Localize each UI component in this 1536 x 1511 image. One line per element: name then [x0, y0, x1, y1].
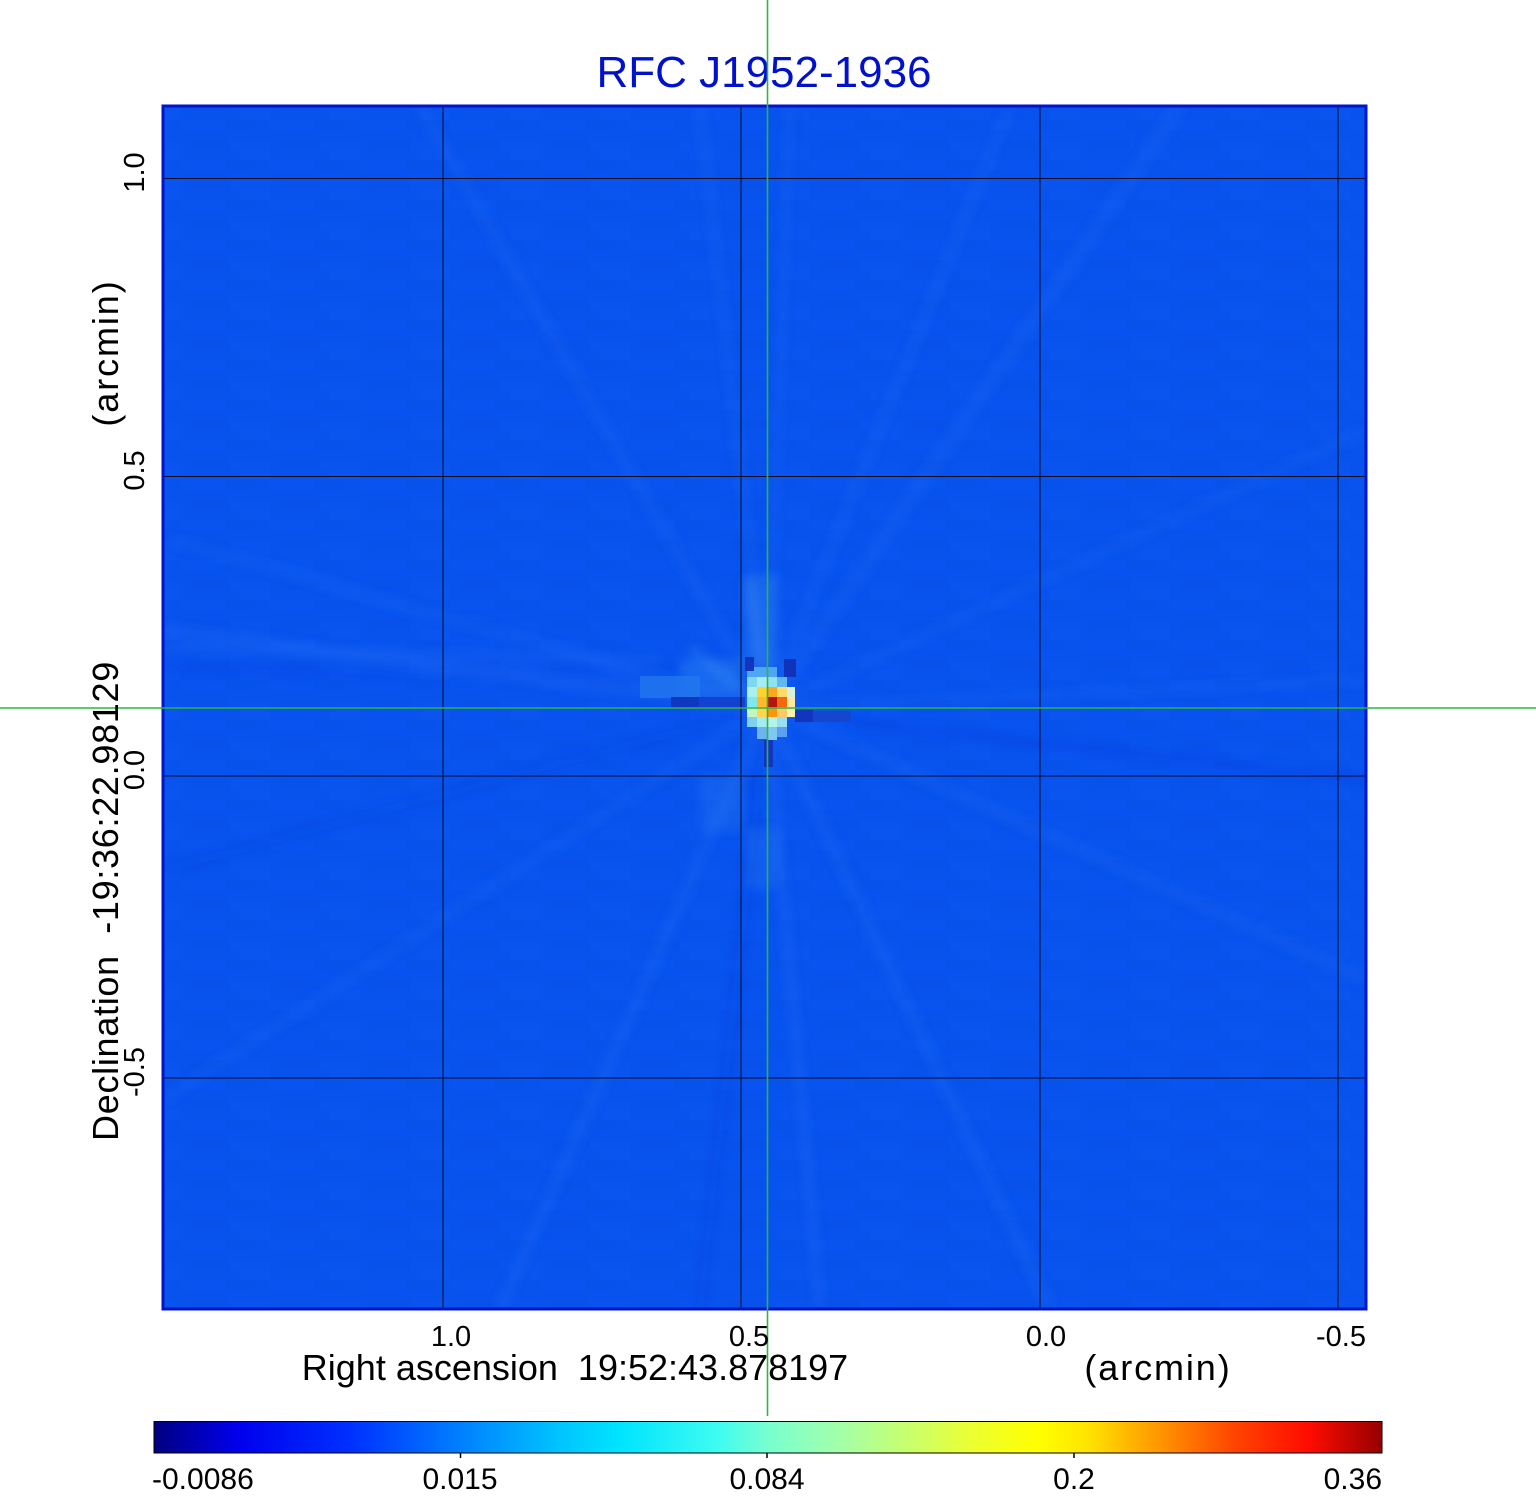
- svg-text:0.015: 0.015: [422, 1463, 497, 1496]
- svg-text:-0.5: -0.5: [119, 1047, 151, 1097]
- svg-text:RFC J1952-1936: RFC J1952-1936: [596, 48, 931, 97]
- svg-text:0.084: 0.084: [729, 1463, 804, 1496]
- svg-text:0.2: 0.2: [1053, 1463, 1095, 1496]
- svg-text:Right ascension 19:52:43.8781: Right ascension 19:52:43.878197: [302, 1347, 848, 1388]
- svg-text:1.0: 1.0: [431, 1321, 471, 1353]
- svg-text:0.0: 0.0: [119, 750, 151, 790]
- svg-text:-0.0086: -0.0086: [152, 1463, 254, 1496]
- svg-text:0.0: 0.0: [1026, 1321, 1066, 1353]
- svg-text:(arcmin): (arcmin): [85, 279, 126, 426]
- svg-text:0.5: 0.5: [119, 450, 151, 490]
- svg-text:1.0: 1.0: [119, 152, 151, 192]
- svg-text:-0.5: -0.5: [1316, 1321, 1366, 1353]
- svg-text:0.36: 0.36: [1324, 1463, 1382, 1496]
- svg-text:Declination -19:36:22.98129: Declination -19:36:22.98129: [85, 661, 126, 1141]
- svg-text:(arcmin): (arcmin): [1084, 1347, 1231, 1388]
- svg-text:0.5: 0.5: [729, 1321, 769, 1353]
